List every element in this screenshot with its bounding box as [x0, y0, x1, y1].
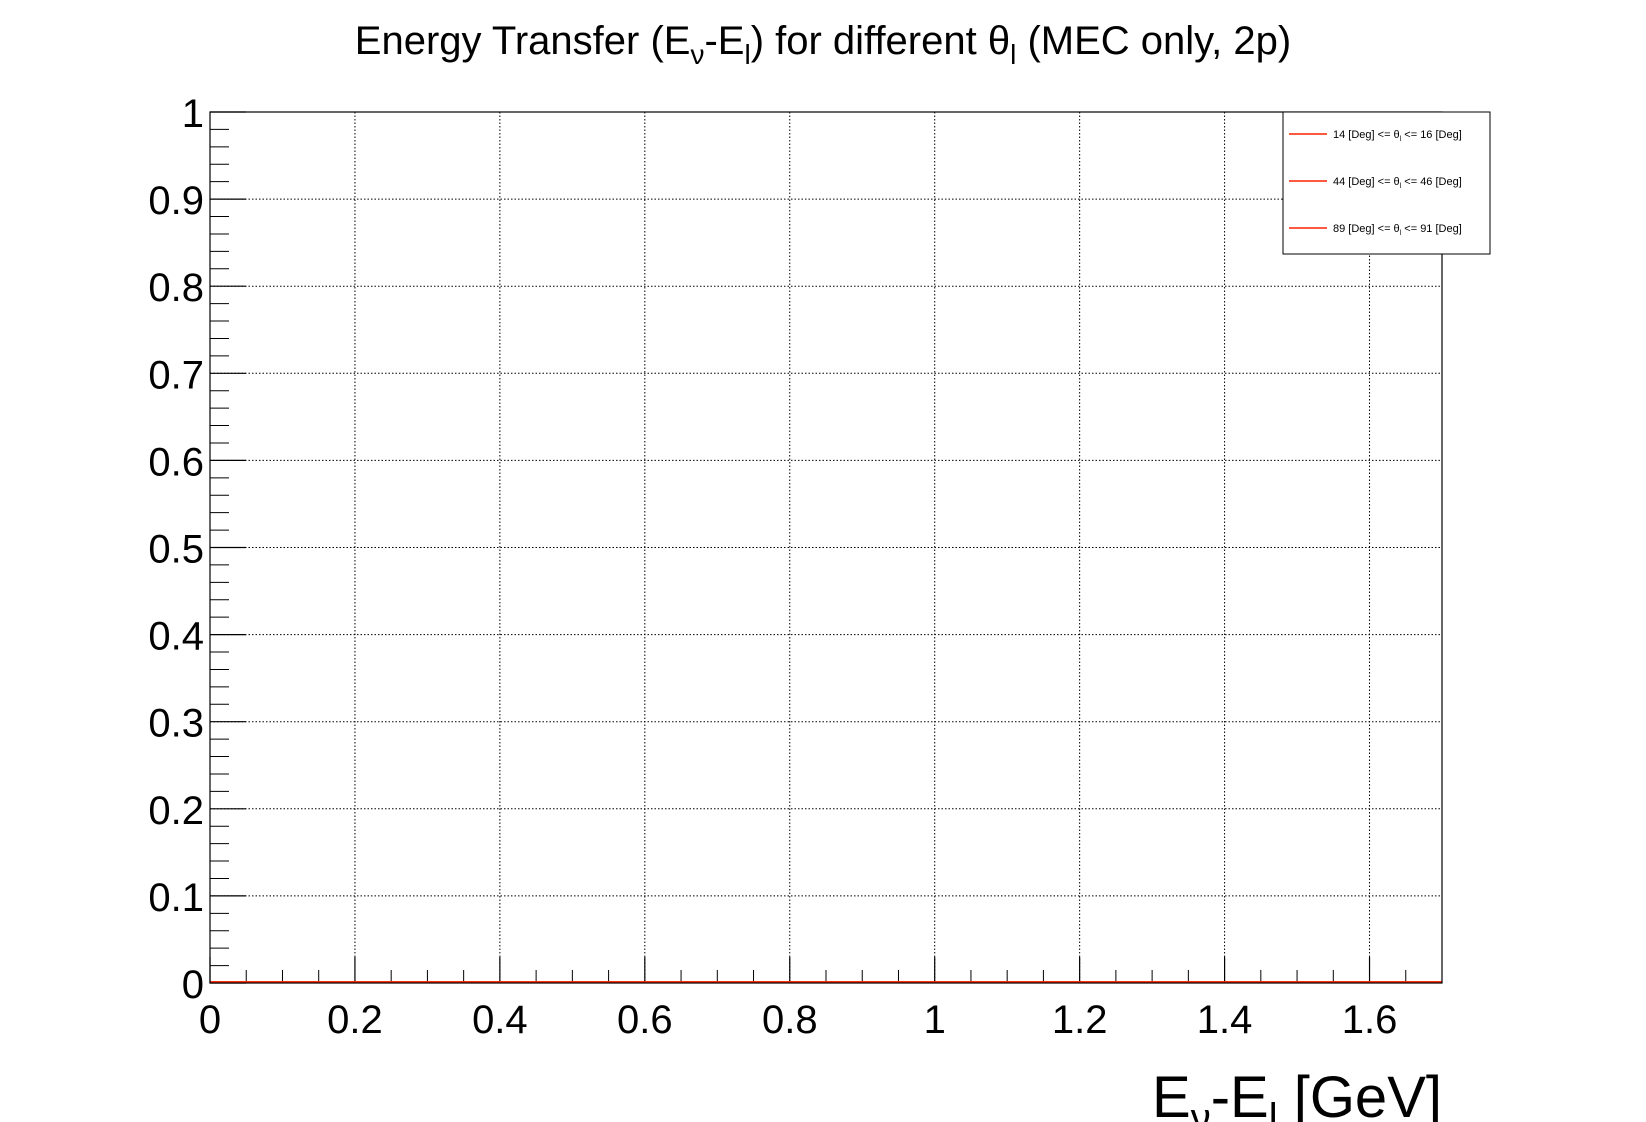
x-tick-label: 0.4	[472, 998, 528, 1042]
x-tick-label: 1.6	[1342, 998, 1398, 1042]
x-tick-label: 0.6	[617, 998, 673, 1042]
x-tick-label: 0	[199, 998, 221, 1042]
y-tick-label: 0.7	[148, 353, 204, 397]
y-tick-label: 0.9	[148, 179, 204, 223]
x-tick-label: 1.4	[1197, 998, 1253, 1042]
y-tick-labels: 0 0.1 0.2 0.3 0.4 0.5 0.6 0.7 0.8 0.9 1	[148, 92, 204, 1007]
y-tick-label: 0.5	[148, 528, 204, 572]
chart-title: Energy Transfer (Eν-El) for different θl…	[355, 19, 1291, 70]
y-tick-label: 1	[182, 92, 204, 136]
x-axis-label: Eν-El [GeV]	[1152, 1065, 1442, 1122]
x-tick-label: 0.2	[327, 998, 383, 1042]
y-tick-label: 0.8	[148, 266, 204, 310]
x-tick-labels: 0 0.2 0.4 0.6 0.8 1 1.2 1.4 1.6	[199, 998, 1397, 1042]
minor-ticks	[210, 128, 1407, 983]
legend-label: 44 [Deg] <= θl <= 46 [Deg]	[1333, 176, 1462, 190]
legend-box	[1282, 111, 1491, 255]
legend-label: 89 [Deg] <= θl <= 91 [Deg]	[1333, 223, 1462, 237]
x-tick-label: 0.8	[762, 998, 818, 1042]
grid	[210, 112, 1442, 983]
legend-label: 14 [Deg] <= θl <= 16 [Deg]	[1333, 129, 1462, 143]
y-tick-label: 0.3	[148, 702, 204, 746]
legend: 14 [Deg] <= θl <= 16 [Deg] 44 [Deg] <= θl…	[1282, 111, 1491, 255]
y-tick-label: 0	[182, 963, 204, 1007]
y-tick-label: 0.1	[148, 876, 204, 920]
y-tick-label: 0.4	[148, 615, 204, 659]
x-tick-label: 1.2	[1052, 998, 1108, 1042]
y-tick-label: 0.6	[148, 440, 204, 484]
x-tick-label: 1	[924, 998, 946, 1042]
plot-frame	[209, 111, 1443, 984]
y-tick-label: 0.2	[148, 789, 204, 833]
